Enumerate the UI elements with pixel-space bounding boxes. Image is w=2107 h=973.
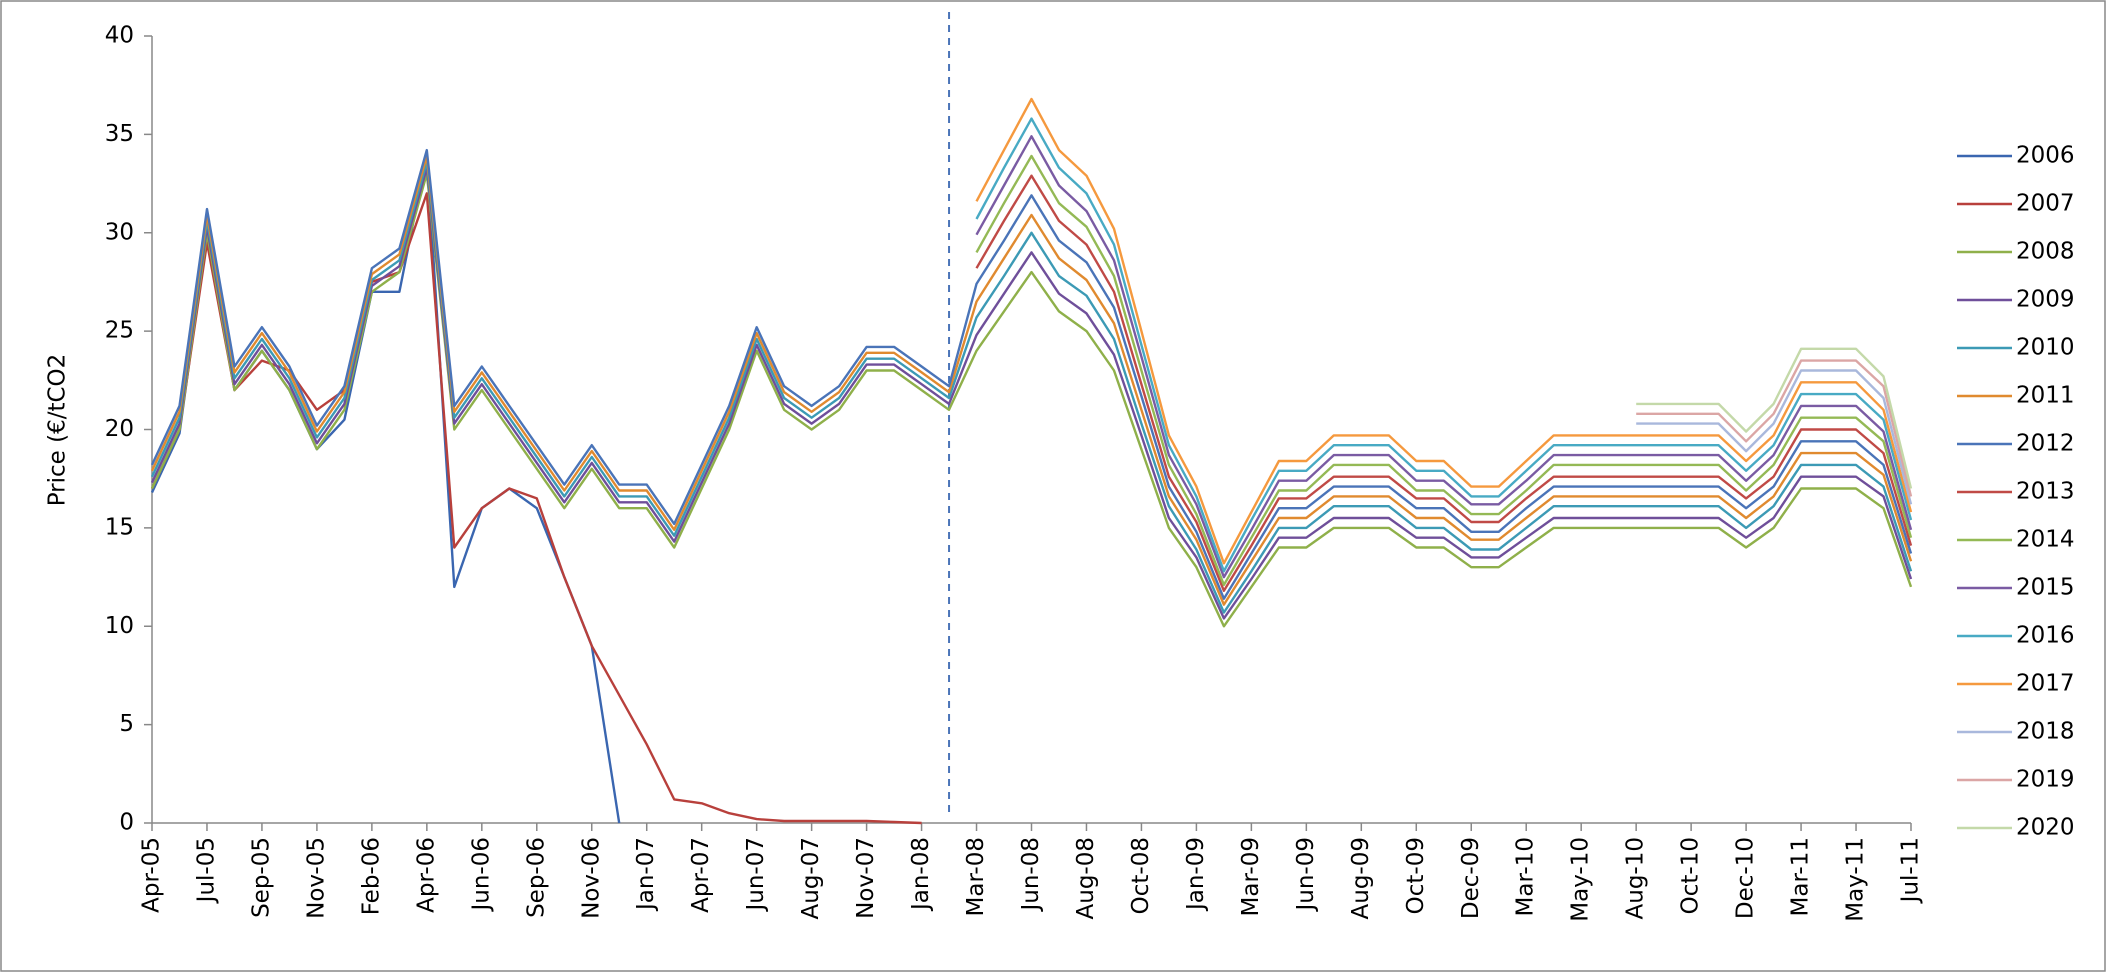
y-tick-label: 0 — [119, 810, 134, 836]
x-tick-label: Aug-08 — [1073, 837, 1099, 919]
series-line — [975, 117, 1913, 573]
x-tick-label: May-11 — [1843, 837, 1869, 922]
x-tick-label: Mar-09 — [1238, 837, 1264, 917]
x-tick-label: Oct-08 — [1128, 837, 1154, 914]
legend-label: 2008 — [2016, 239, 2075, 265]
legend-label: 2020 — [2016, 815, 2075, 841]
x-tick-label: Aug-09 — [1348, 837, 1374, 919]
y-tick-label: 20 — [105, 416, 134, 442]
x-tick-label: Dec-09 — [1458, 837, 1484, 919]
legend-label: 2009 — [2016, 287, 2075, 313]
x-tick-label: Apr-05 — [139, 837, 165, 913]
x-tick-label: Jan-08 — [908, 837, 934, 912]
x-tick-label: Aug-10 — [1623, 837, 1649, 919]
y-tick-label: 25 — [105, 318, 134, 344]
legend-label: 2014 — [2016, 527, 2075, 553]
x-tick-label: Jul-11 — [1898, 837, 1924, 904]
x-tick-label: Mar-11 — [1788, 837, 1814, 917]
x-tick-label: Jan-09 — [1183, 837, 1209, 912]
x-tick-label: Jun-06 — [468, 837, 494, 913]
x-tick-label: Jul-05 — [193, 837, 219, 904]
x-tick-label: Nov-07 — [853, 837, 879, 919]
series-line — [975, 174, 1913, 592]
x-tick-label: Jun-08 — [1018, 837, 1044, 913]
x-tick-label: Apr-06 — [413, 837, 439, 913]
x-tick-label: Dec-10 — [1733, 837, 1759, 919]
x-tick-label: Feb-06 — [358, 837, 384, 915]
y-tick-label: 15 — [105, 514, 134, 540]
x-tick-label: Sep-05 — [248, 837, 274, 918]
series-line — [1636, 369, 1913, 505]
legend-label: 2019 — [2016, 767, 2075, 793]
legend-label: 2017 — [2016, 671, 2075, 697]
x-tick-label: Mar-08 — [963, 837, 989, 917]
y-tick-label: 30 — [105, 219, 134, 245]
x-tick-label: Sep-06 — [523, 837, 549, 918]
series-line — [975, 154, 1913, 587]
y-tick-label: 40 — [105, 23, 134, 49]
x-tick-label: Jun-09 — [1293, 837, 1319, 913]
legend-label: 2006 — [2016, 143, 2075, 169]
x-tick-label: Apr-07 — [688, 837, 714, 913]
series-line — [1636, 359, 1913, 497]
series-line — [975, 135, 1913, 579]
legend-label: 2018 — [2016, 719, 2075, 745]
x-tick-label: Mar-10 — [1513, 837, 1539, 917]
y-tick-label: 35 — [105, 121, 134, 147]
legend-label: 2010 — [2016, 335, 2075, 361]
legend-label: 2007 — [2016, 191, 2075, 217]
series-line — [975, 97, 1913, 565]
y-tick-label: 5 — [119, 711, 134, 737]
y-tick-label: 10 — [105, 613, 134, 639]
legend-label: 2015 — [2016, 575, 2075, 601]
x-tick-label: Jun-07 — [743, 837, 769, 913]
legend-label: 2016 — [2016, 623, 2075, 649]
x-tick-label: May-10 — [1568, 837, 1594, 922]
legend-label: 2013 — [2016, 479, 2075, 505]
x-tick-label: Nov-06 — [578, 837, 604, 919]
x-tick-label: Oct-09 — [1403, 837, 1429, 914]
x-tick-label: Aug-07 — [798, 837, 824, 919]
y-axis-label: Price (€/tCO2 — [45, 354, 71, 507]
x-tick-label: Oct-10 — [1678, 837, 1704, 914]
x-tick-label: Jan-07 — [633, 837, 659, 912]
legend-label: 2012 — [2016, 431, 2075, 457]
series-line — [150, 148, 1913, 600]
x-tick-label: Nov-05 — [303, 837, 329, 919]
series-line — [1636, 347, 1913, 489]
legend-label: 2011 — [2016, 383, 2075, 409]
